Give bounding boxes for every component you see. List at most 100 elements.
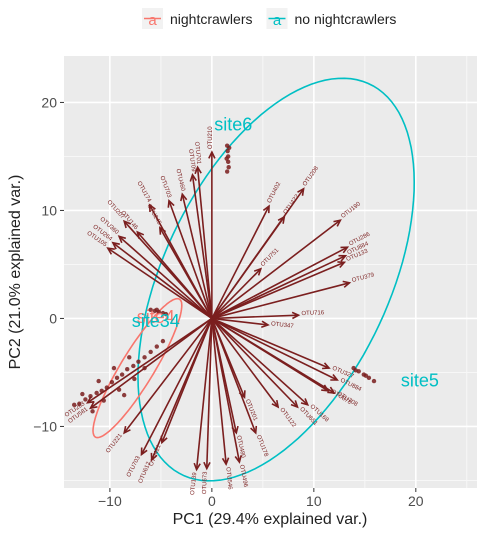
loading-arrowhead [330, 374, 339, 381]
loading-arrow [211, 246, 348, 320]
score-point [142, 355, 147, 360]
loading-label: OTU139 [190, 472, 198, 496]
loading-arrow [211, 261, 345, 320]
loading-arrowhead [340, 246, 350, 254]
loading-arrow [211, 268, 262, 320]
loading-label: OTU210 [208, 126, 214, 149]
y-axis-label: PC2 (21.0% explained var.) [7, 175, 24, 370]
score-point [121, 392, 127, 398]
loading-arrowhead [85, 396, 95, 404]
loading-arrowhead [117, 235, 127, 244]
x-tick-label: 10 [306, 493, 322, 509]
score-point [71, 402, 77, 408]
loading-arrowhead [208, 150, 216, 159]
loading-arrow [211, 318, 246, 398]
loading-arrow [90, 317, 213, 409]
score-point [96, 378, 101, 384]
score-point [111, 365, 117, 371]
loading-arrowhead [150, 452, 158, 462]
ellipse-no-nightcrawlers [137, 77, 416, 482]
score-point [227, 145, 232, 150]
score-point [148, 349, 153, 355]
legend-key: a [266, 8, 288, 29]
loading-arrowhead [122, 219, 131, 229]
loading-arrowhead [189, 172, 197, 182]
loading-arrowhead [123, 425, 131, 435]
loading-arrow [140, 318, 213, 455]
loading-arrow [196, 167, 213, 319]
loading-arrowhead [193, 462, 201, 472]
loading-arrowhead [253, 267, 263, 276]
loading-arrowhead [194, 165, 202, 175]
loading-arrow [123, 317, 213, 434]
loading-arrow [211, 317, 299, 408]
loading-arrow [161, 318, 213, 443]
loading-arrowhead [337, 261, 347, 269]
loading-arrow [159, 227, 213, 319]
loading-arrow [87, 317, 213, 404]
loading-arrow [211, 317, 269, 326]
loading-arrowhead [262, 204, 270, 214]
loading-arrow [211, 317, 309, 406]
y-tick-label: −10 [33, 418, 57, 434]
score-point [154, 307, 159, 312]
score-point [114, 375, 120, 381]
score-point [363, 373, 369, 378]
plot-panel [64, 56, 477, 488]
loading-arrowhead [180, 192, 188, 202]
x-tick-label: 20 [408, 493, 424, 509]
score-point [224, 169, 230, 174]
group-label: site5 [401, 370, 439, 390]
loading-arrowhead [338, 254, 348, 262]
legend-label: nightcrawlers [170, 11, 252, 27]
legend-key: a [142, 8, 163, 29]
legend: a nightcrawlers a no nightcrawlers [142, 8, 396, 29]
loading-arrow [211, 255, 346, 320]
loading-arrowhead [203, 461, 211, 471]
loading-arrow [107, 247, 213, 320]
loading-arrow [123, 220, 213, 319]
loading-label: OTU673 [202, 471, 209, 495]
loading-arrowhead [231, 425, 239, 435]
score-point [371, 378, 377, 384]
y-tick-label: 0 [49, 310, 57, 326]
loading-arrow [211, 318, 238, 434]
loading-arrowhead [333, 219, 342, 227]
score-point [90, 409, 95, 414]
score-point [160, 338, 166, 344]
loading-arrow [211, 317, 338, 381]
ellipse-nightcrawlers [92, 297, 183, 439]
legend-label: no nightcrawlers [294, 11, 396, 27]
loading-arrowhead [148, 203, 156, 213]
loading-label: OTU701 [193, 141, 201, 165]
loading-arrowhead [89, 401, 98, 410]
loading-arrow [211, 205, 270, 319]
loading-label: OTU496 [238, 464, 248, 488]
loading-arrow [191, 174, 213, 319]
loading-label: OTU480 [235, 435, 246, 459]
scores [71, 143, 377, 414]
axes: −10 0 10 20 −10 0 10 20 [33, 94, 424, 509]
x-axis-label: PC1 (29.4% explained var.) [173, 511, 368, 528]
loading-arrowhead [158, 226, 167, 235]
loading-arrowhead [300, 398, 310, 407]
score-point [80, 391, 85, 397]
loading-arrowhead [167, 198, 175, 208]
loading-label: OTU716 [301, 310, 325, 317]
ellipses [92, 77, 416, 482]
loading-label: OTU379 [351, 272, 375, 284]
group-label: site4 [137, 307, 175, 327]
legend-key-glyph: a [273, 12, 282, 29]
score-point [353, 368, 358, 373]
loading-arrowhead [271, 399, 280, 409]
score-point [136, 359, 141, 364]
loading-arrow [211, 216, 285, 319]
loading-arrow [211, 314, 299, 320]
loading-arrowhead [327, 386, 336, 394]
loading-arrow [211, 317, 335, 394]
loading-arrow [118, 235, 213, 320]
score-point [109, 379, 115, 385]
x-tick-label: −10 [98, 493, 122, 509]
score-point [94, 390, 99, 396]
